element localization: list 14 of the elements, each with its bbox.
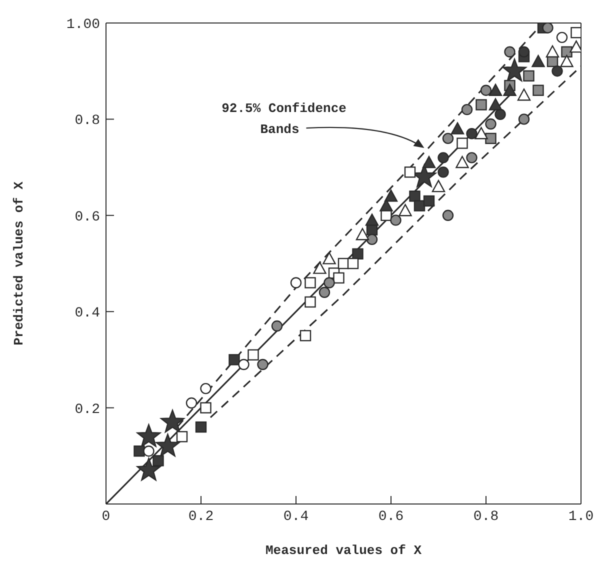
x-tick-label: 0.6 bbox=[378, 508, 404, 525]
y-axis-title: Predicted values of X bbox=[12, 181, 27, 346]
y-tick-label: 0.2 bbox=[74, 402, 100, 418]
y-tick-label: 0.6 bbox=[74, 209, 100, 226]
x-tick-label: 0.8 bbox=[473, 508, 499, 525]
x-tick-label: 0.4 bbox=[283, 508, 309, 525]
y-tick-label: 0.4 bbox=[74, 306, 100, 322]
x-tick-label: 0.2 bbox=[188, 508, 214, 525]
y-tick-label: 0.8 bbox=[74, 113, 100, 130]
x-tick-label: 1.0 bbox=[568, 508, 594, 525]
x-axis-title: Measured values of X bbox=[265, 543, 422, 558]
x-tick-label: 0 bbox=[102, 508, 110, 525]
annotation: 92.5% Confidence Bands bbox=[222, 101, 347, 138]
y-tick-label: 1.00 bbox=[66, 16, 100, 33]
